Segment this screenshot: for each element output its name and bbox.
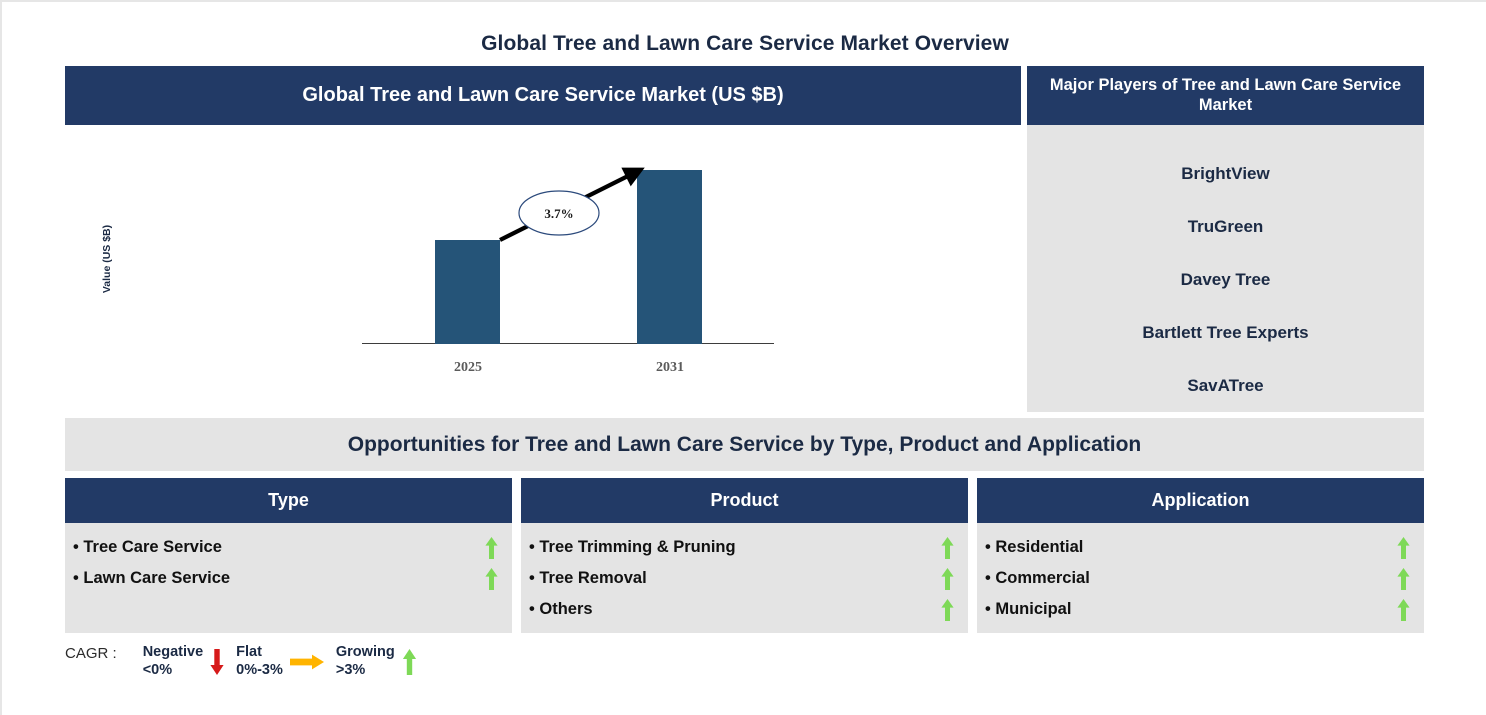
page-title: Global Tree and Lawn Care Service Market… [481, 32, 1009, 55]
cagr-callout-group: 3.7% [499, 167, 645, 242]
opportunity-column-application: Application • Residential • Commercial •… [977, 478, 1424, 633]
legend-name: Growing [335, 644, 395, 660]
chart-y-axis-label: Value (US $B) [101, 224, 113, 294]
arrow-up-icon [402, 649, 416, 675]
x-tick-label-2031: 2031 [656, 360, 684, 375]
market-chart-panel: Global Tree and Lawn Care Service Market… [65, 66, 1021, 466]
arrow-up-icon [1397, 567, 1410, 590]
item-label: • Lawn Care Service [73, 569, 231, 587]
arrow-down-icon [210, 649, 224, 675]
legend-text-negative: Negative <0% [143, 643, 203, 679]
chart-panel-header: Global Tree and Lawn Care Service Market… [65, 66, 1021, 125]
cagr-value-label: 3.7% [544, 206, 573, 221]
list-item: • Lawn Care Service [73, 563, 498, 594]
arrow-up-icon [941, 536, 954, 559]
chart-x-axis-line [362, 342, 774, 344]
list-item: • Tree Trimming & Pruning [529, 532, 954, 563]
cagr-legend: CAGR : Negative <0% Flat 0%-3% [65, 643, 429, 681]
list-item: Bartlett Tree Experts [1142, 323, 1309, 342]
list-item: • Tree Removal [529, 563, 954, 594]
list-item: • Tree Care Service [73, 532, 498, 563]
column-header-type: Type [65, 478, 512, 523]
chart-plot-area: 2025 2031 3.7% [362, 141, 774, 408]
column-items-application: • Residential • Commercial • Municipal [977, 523, 1424, 633]
chart-body: Value (US $B) 2025 2031 3.7% [65, 125, 1021, 466]
legend-text-flat: Flat 0%-3% [236, 643, 283, 679]
opportunity-column-type: Type • Tree Care Service • Lawn Care Ser… [65, 478, 512, 633]
cagr-legend-label: CAGR : [65, 645, 117, 662]
item-label: • Tree Trimming & Pruning [529, 538, 736, 556]
legend-range: <0% [142, 662, 173, 679]
major-players-panel: Major Players of Tree and Lawn Care Serv… [1027, 66, 1424, 412]
arrow-up-icon [485, 567, 498, 590]
legend-text-growing: Growing >3% [336, 643, 395, 679]
column-items-product: • Tree Trimming & Pruning • Tree Removal… [521, 523, 968, 633]
item-label: • Others [529, 600, 593, 618]
cagr-bubble [518, 190, 600, 236]
arrow-up-icon [941, 567, 954, 590]
legend-name: Flat [236, 644, 262, 660]
list-item: • Commercial [985, 563, 1410, 594]
arrow-up-icon [485, 536, 498, 559]
item-label: • Tree Care Service [73, 538, 222, 556]
legend-name: Negative [142, 644, 204, 660]
item-label: • Commercial [985, 569, 1090, 587]
x-tick-label-2025: 2025 [454, 360, 482, 375]
column-header-application: Application [977, 478, 1424, 523]
legend-icon-wrap-flat [289, 643, 324, 681]
list-item: SavATree [1187, 376, 1264, 395]
bar-2025 [435, 240, 500, 344]
opportunity-column-product: Product • Tree Trimming & Pruning • Tree… [521, 478, 968, 633]
opportunities-title-bar: Opportunities for Tree and Lawn Care Ser… [65, 418, 1424, 471]
item-label: • Municipal [985, 600, 1072, 618]
legend-entry-growing: Growing >3% [336, 643, 417, 681]
column-items-type: • Tree Care Service • Lawn Care Service [65, 523, 512, 633]
arrow-right-icon [289, 654, 324, 670]
bar-2031 [637, 170, 702, 344]
list-item: • Municipal [985, 594, 1410, 625]
list-item: • Residential [985, 532, 1410, 563]
legend-range: >3% [335, 662, 366, 679]
list-item: • Others [529, 594, 954, 625]
legend-icon-wrap-growing [402, 643, 417, 681]
item-label: • Residential [985, 538, 1084, 556]
item-label: • Tree Removal [529, 569, 647, 587]
list-item: Davey Tree [1180, 270, 1271, 289]
opportunities-columns: Type • Tree Care Service • Lawn Care Ser… [65, 478, 1424, 633]
arrow-up-icon [1397, 598, 1410, 621]
players-list: BrightView TruGreen Davey Tree Bartlett … [1027, 125, 1424, 412]
legend-entry-negative: Negative <0% [143, 643, 224, 681]
legend-entry-flat: Flat 0%-3% [236, 643, 324, 681]
legend-range: 0%-3% [236, 662, 283, 679]
list-item: TruGreen [1187, 217, 1264, 236]
arrow-up-icon [1397, 536, 1410, 559]
legend-icon-wrap-negative [210, 643, 224, 681]
list-item: BrightView [1181, 164, 1270, 183]
players-panel-header: Major Players of Tree and Lawn Care Serv… [1027, 66, 1424, 125]
arrow-up-icon [941, 598, 954, 621]
column-header-product: Product [521, 478, 968, 523]
